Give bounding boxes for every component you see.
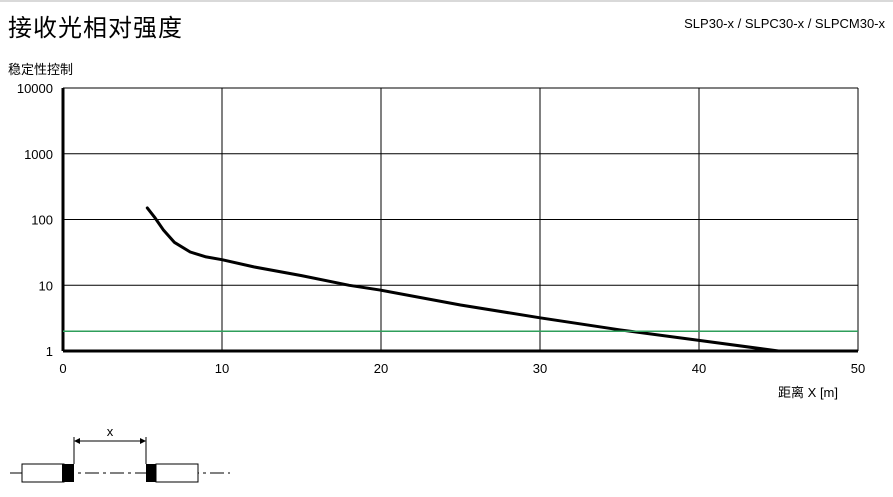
y-tick-label: 10000	[17, 81, 53, 96]
receiver-lens	[146, 464, 158, 482]
y-tick-label: 100	[31, 213, 53, 228]
x-tick-label: 20	[374, 361, 388, 376]
x-tick-label: 50	[851, 361, 865, 376]
sensor-diagram: x	[10, 424, 230, 483]
x-tick-label: 30	[533, 361, 547, 376]
signal-curve	[145, 206, 780, 353]
top-border	[0, 0, 893, 2]
x-axis-label: 距离 X [m]	[778, 385, 838, 400]
emitter-lens	[62, 464, 74, 482]
emitter-body	[21, 463, 65, 483]
x-tick-label: 40	[692, 361, 706, 376]
tick-labels: 0 10 20 30 40 50 1 10 100 1000 10000	[17, 81, 865, 376]
x-tick-label: 0	[59, 361, 66, 376]
y-tick-label: 10	[39, 278, 53, 293]
dim-arrow-right	[140, 438, 146, 444]
chart-title: 接收光相对强度	[8, 14, 183, 42]
dim-arrow-left	[74, 438, 80, 444]
y-tick-label: 1000	[24, 147, 53, 162]
y-tick-label: 1	[46, 344, 53, 359]
dim-label: x	[107, 424, 114, 439]
x-tick-label: 10	[215, 361, 229, 376]
series-layer	[63, 206, 858, 353]
y-axis-label: 稳定性控制	[8, 62, 73, 77]
grid	[61, 87, 859, 353]
receiver-body	[155, 463, 199, 483]
model-list: SLP30-x / SLPC30-x / SLPCM30-x	[684, 16, 885, 31]
